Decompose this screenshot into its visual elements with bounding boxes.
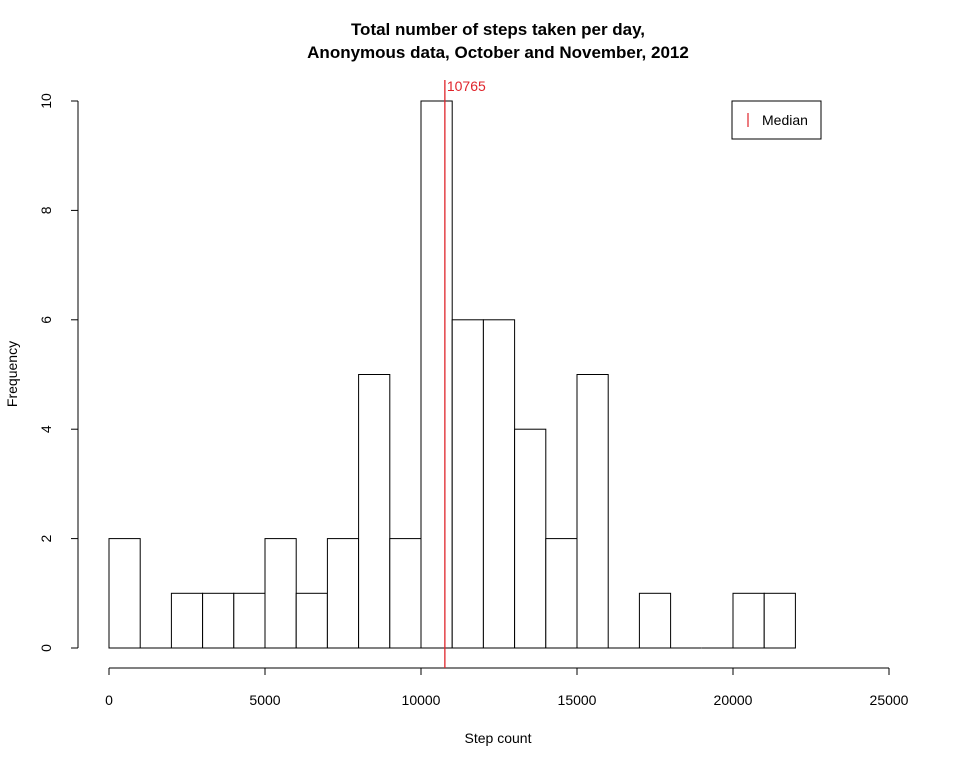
- x-tick-label-0: 0: [105, 692, 113, 708]
- histogram-bar-13: [514, 428, 547, 649]
- histogram-bar-3: [202, 592, 235, 649]
- histogram-bars: [108, 100, 796, 649]
- y-axis-label: Frequency: [4, 341, 20, 407]
- histogram-bar-10: [420, 100, 453, 649]
- legend-box: [731, 100, 822, 140]
- y-tick-label-3: 6: [38, 316, 54, 324]
- y-tick-label-0: 0: [38, 644, 54, 652]
- x-axis-label: Step count: [465, 730, 532, 746]
- median-label: 10765: [447, 78, 486, 94]
- y-tick-label-1: 2: [38, 534, 54, 542]
- median-marker: 10765: [444, 78, 486, 668]
- histogram-bar-6: [295, 592, 328, 649]
- histogram-bar-2: [170, 592, 204, 649]
- y-axis: 0 2 4 6 8 10: [38, 93, 79, 652]
- x-axis: 0 5000 10000 15000 20000 25000: [105, 667, 909, 708]
- histogram-bar-21: [763, 592, 796, 649]
- legend-median-label: Median: [762, 112, 808, 128]
- histogram-bar-9: [389, 538, 422, 649]
- histogram-bar-15: [576, 374, 609, 649]
- x-tick-label-4: 20000: [714, 692, 753, 708]
- histogram-bar-4: [233, 592, 266, 649]
- chart-title: Total number of steps taken per day,: [351, 20, 645, 39]
- histogram-bar-7: [326, 538, 360, 649]
- histogram-bar-20: [732, 592, 765, 649]
- histogram-bar-12: [482, 319, 516, 649]
- legend: Median: [731, 100, 822, 140]
- chart-subtitle: Anonymous data, October and November, 20…: [307, 43, 689, 62]
- x-tick-label-1: 5000: [249, 692, 280, 708]
- y-tick-label-2: 4: [38, 425, 54, 433]
- histogram-bar-8: [358, 374, 391, 649]
- histogram-bar-17: [638, 592, 672, 649]
- x-tick-label-3: 15000: [558, 692, 597, 708]
- histogram-bar-11: [451, 319, 484, 649]
- histogram-bar-0: [108, 538, 141, 649]
- histogram-bar-14: [545, 538, 578, 649]
- x-tick-label-5: 25000: [870, 692, 909, 708]
- x-tick-label-2: 10000: [402, 692, 441, 708]
- y-tick-label-5: 10: [38, 93, 54, 109]
- histogram-bar-5: [264, 538, 297, 649]
- y-tick-label-4: 8: [38, 206, 54, 214]
